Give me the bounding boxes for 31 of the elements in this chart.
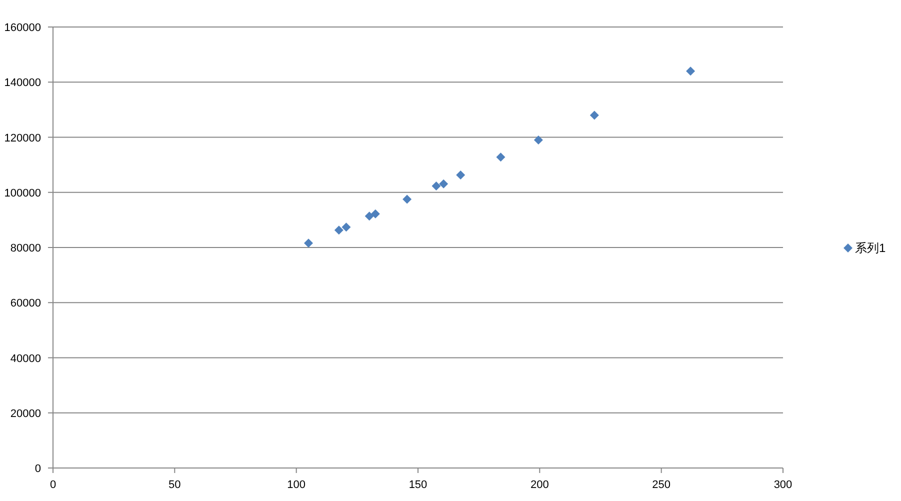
y-tick-label: 160000 — [4, 22, 41, 34]
point — [534, 136, 543, 145]
x-tick-label: 0 — [50, 479, 56, 491]
x-tick-label: 200 — [530, 479, 549, 491]
point — [342, 222, 351, 232]
point — [456, 170, 466, 180]
y-tick-label: 60000 — [10, 298, 41, 310]
point — [496, 152, 506, 162]
point — [590, 110, 599, 120]
point — [304, 238, 313, 248]
point — [432, 182, 441, 191]
x-tick-label: 100 — [287, 479, 306, 491]
legend: 系列1 — [844, 241, 886, 255]
x-tick-label: 250 — [652, 479, 671, 491]
point — [402, 194, 412, 204]
x-tick-label: 300 — [774, 479, 792, 491]
y-tick-label: 80000 — [10, 242, 41, 254]
point — [439, 179, 448, 188]
point — [686, 66, 696, 76]
point — [334, 226, 344, 235]
y-tick-label: 120000 — [4, 132, 41, 144]
x-tick-label: 50 — [168, 479, 181, 491]
y-tick-label: 140000 — [4, 77, 41, 90]
point — [364, 212, 374, 221]
legend-label: 系列1 — [855, 241, 886, 255]
y-tick-label: 100000 — [4, 187, 41, 200]
point — [370, 209, 380, 218]
y-tick-label: 0 — [34, 463, 41, 475]
y-tick-label: 40000 — [10, 352, 41, 365]
y-tick-label: 20000 — [10, 408, 41, 420]
x-tick-label: 150 — [408, 479, 428, 491]
